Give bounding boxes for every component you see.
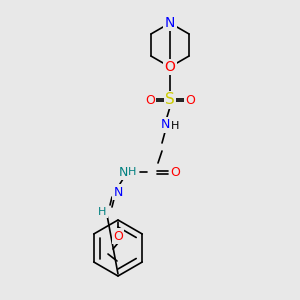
Text: N: N [160, 118, 170, 131]
Text: S: S [165, 92, 175, 107]
Text: O: O [185, 94, 195, 106]
Text: O: O [113, 230, 123, 242]
Text: N: N [113, 185, 123, 199]
Text: H: H [171, 121, 179, 131]
Text: N: N [118, 166, 128, 178]
Text: O: O [165, 60, 176, 74]
Text: H: H [98, 207, 106, 217]
Text: H: H [128, 167, 136, 177]
Text: O: O [170, 166, 180, 178]
Text: O: O [145, 94, 155, 106]
Text: N: N [165, 16, 175, 30]
